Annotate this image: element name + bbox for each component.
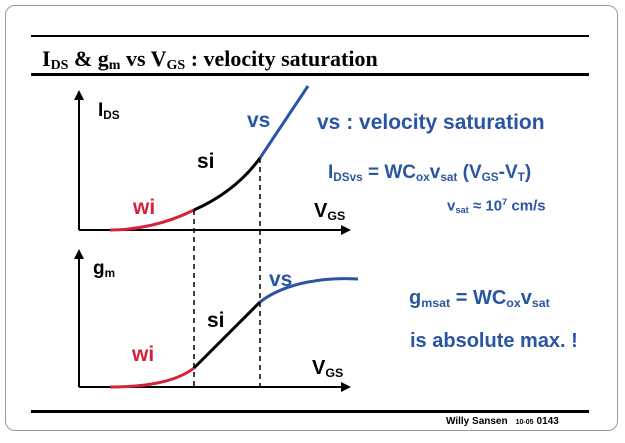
- top-vs-line: [258, 85, 310, 159]
- footer: Willy Sansen 10-05 0143: [446, 416, 559, 427]
- slide-title: IDS & gm vs VGS : velocity saturation: [42, 46, 378, 73]
- bottom-si-label: si: [207, 309, 225, 332]
- footer-code: 10-05: [515, 419, 534, 426]
- footer-page-number: 0143: [536, 416, 559, 427]
- top-x-axis-label: VGS: [314, 200, 346, 224]
- ids-vs-equation: IDSvs = WCoxvsat (VGS-VT): [328, 162, 532, 184]
- velocity-saturation-heading: vs : velocity saturation: [317, 111, 545, 134]
- vsat-value: vsat ≈ 107 cm/s: [447, 197, 546, 215]
- top-wi-curve: [109, 208, 195, 232]
- diagram-svg: [74, 85, 359, 392]
- absolute-max-note: is absolute max. !: [410, 330, 578, 352]
- title-rule-bottom: [31, 73, 589, 76]
- top-si-curve: [193, 157, 262, 212]
- bottom-wi-curve: [109, 366, 195, 389]
- top-wi-label: wi: [133, 196, 156, 219]
- top-si-label: si: [197, 150, 215, 173]
- bottom-vs-curve: [259, 277, 359, 304]
- slide: IDS & gm vs VGS : velocity saturation ID…: [5, 5, 618, 431]
- footer-rule: [31, 410, 589, 413]
- bottom-si-line: [192, 300, 262, 370]
- footer-author: Willy Sansen: [446, 416, 508, 427]
- title-rule-top: [31, 35, 589, 37]
- bottom-vs-label: vs: [269, 268, 293, 291]
- gm-sat-equation: gmsat = WCoxvsat: [409, 287, 550, 311]
- top-vs-label: vs: [247, 109, 271, 132]
- top-y-axis-label: IDS: [98, 100, 120, 122]
- bottom-wi-label: wi: [132, 343, 155, 366]
- bottom-y-axis-label: gm: [93, 258, 116, 280]
- bottom-x-axis-label: VGS: [312, 357, 344, 381]
